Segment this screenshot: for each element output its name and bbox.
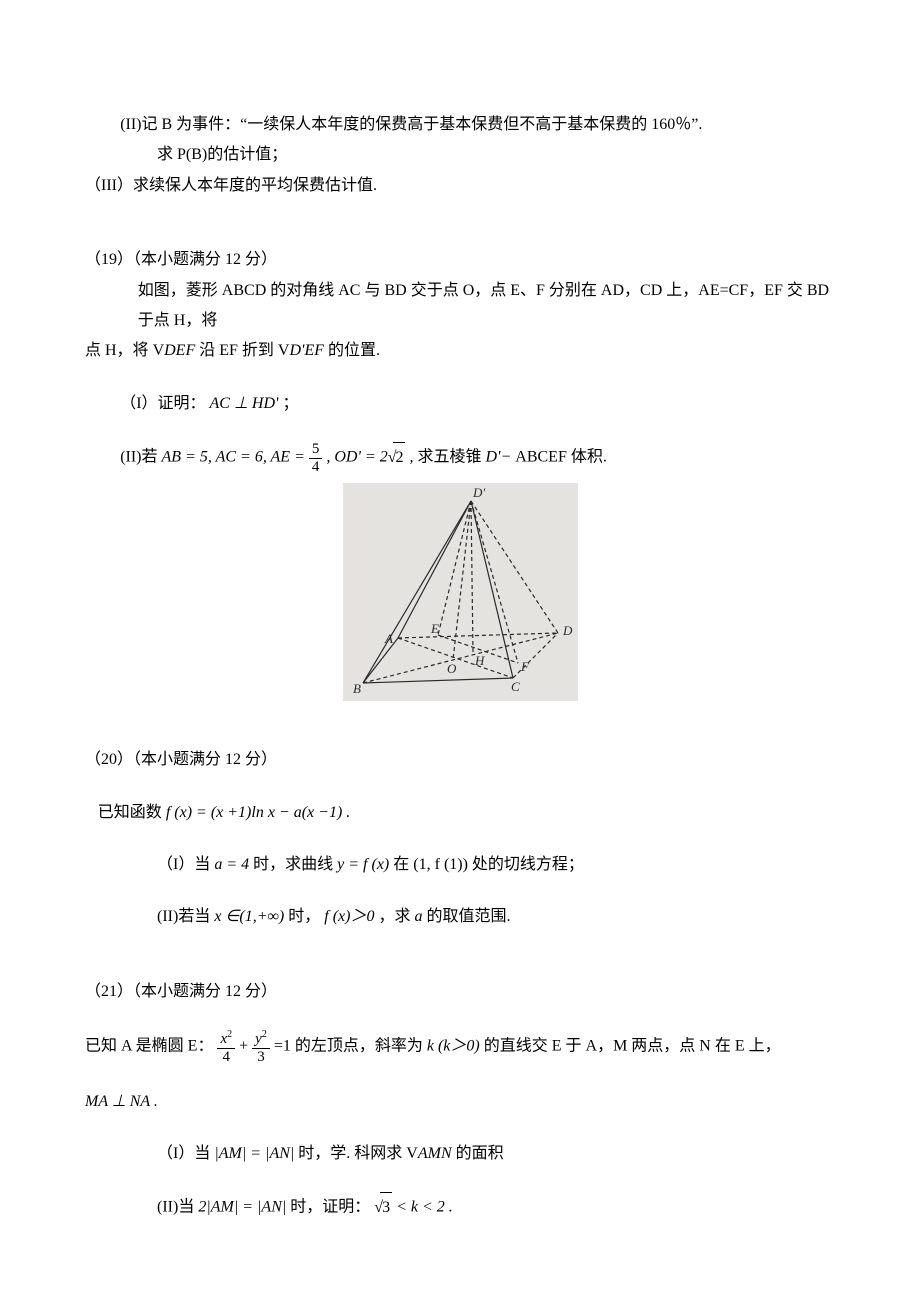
q19-p2-m4: D'− bbox=[486, 449, 516, 466]
q21-p1-m2: AMN bbox=[418, 1145, 452, 1162]
q20-part1: （I）当 a = 4 时，求曲线 y = f (x) 在 (1, f (1)) … bbox=[85, 850, 835, 880]
q21-frac1: x2 4 bbox=[217, 1029, 235, 1065]
q19-p2-m2: , OD' = 2 bbox=[326, 449, 387, 466]
fig-label-F: F bbox=[520, 659, 530, 674]
q20-p2-b: 时， bbox=[288, 908, 320, 925]
q21-frac1-den: 4 bbox=[217, 1049, 235, 1066]
q19-figure-svg: D′ A B C D E F O H bbox=[343, 483, 578, 701]
q21-plus: + bbox=[239, 1038, 252, 1055]
q20-p1-c: 在 bbox=[393, 856, 409, 873]
q21-p2-m1: 2|AM| = |AN| bbox=[198, 1198, 290, 1215]
q19-p1-math: AC ⊥ HD' bbox=[210, 395, 279, 412]
q19-VDpEF-V: V bbox=[278, 342, 290, 359]
q19-p2-m5: ABCEF bbox=[515, 449, 567, 466]
fig-label-O: O bbox=[447, 661, 457, 676]
q19-p2-sqrt: √2 bbox=[388, 442, 406, 473]
q19-p2-sqrt-rad: 2 bbox=[393, 442, 405, 473]
fig-label-D: D bbox=[562, 623, 573, 638]
q21-p1-c: 的面积 bbox=[456, 1145, 504, 1162]
q19-figure: D′ A B C D E F O H bbox=[85, 483, 835, 701]
q21-l2-math: MA ⊥ NA . bbox=[85, 1093, 158, 1110]
q21-p1-m: |AM| = |AN| bbox=[214, 1145, 294, 1162]
q20-p2-a: (II)若当 bbox=[157, 908, 210, 925]
fig-label-A: A bbox=[384, 631, 393, 646]
q20-p1-d: 处的切线方程； bbox=[472, 856, 584, 873]
q20-p1-m2: y = f (x) bbox=[337, 856, 393, 873]
q19-p2-m1: AB = 5, AC = 6, AE = bbox=[162, 449, 309, 466]
q20-header: （20）（本小题满分 12 分） bbox=[85, 745, 835, 775]
q21-p2-b: 时，证明： bbox=[290, 1198, 370, 1215]
fig-label-B: B bbox=[353, 681, 361, 696]
q20-intro-math: f (x) = (x +1)ln x − a(x −1) . bbox=[166, 804, 350, 821]
q19-p2-cn2: 体积. bbox=[571, 449, 607, 466]
q21-part2: (II)当 2|AM| = |AN| 时，证明： √3 < k < 2 . bbox=[85, 1192, 835, 1223]
q20-p1-m3: (1, f (1)) bbox=[413, 856, 468, 873]
q21-p2-sqrt-rad: 3 bbox=[380, 1192, 392, 1223]
q19-p2-m3: , bbox=[405, 449, 413, 466]
q19-p2-frac: 5 4 bbox=[309, 441, 323, 475]
q20-p2-m3: a bbox=[414, 908, 426, 925]
q21-eq: =1 bbox=[274, 1038, 291, 1055]
q20-p2-c: ，求 bbox=[378, 908, 410, 925]
q20-p2-m1: x ∈(1,+∞) bbox=[214, 908, 288, 925]
fig-label-E: E bbox=[430, 621, 439, 636]
q19-p1-label: （I）证明： bbox=[120, 395, 205, 412]
q19-p2-frac-den: 4 bbox=[309, 459, 323, 476]
q18-part3: （III）求续保人本年度的平均保费估计值. bbox=[85, 171, 835, 201]
q19-header: （19）（本小题满分 12 分） bbox=[85, 245, 835, 275]
q20-intro-cn: 已知函数 bbox=[98, 804, 162, 821]
q19-mid1: 沿 EF 折到 bbox=[199, 342, 274, 359]
q18-part2-sub-text: 求 P(B)的估计值； bbox=[157, 146, 287, 163]
q21-p2-a: (II)当 bbox=[157, 1198, 194, 1215]
q20-p2-d: 的取值范围. bbox=[426, 908, 510, 925]
q21-l1-m1: k (k＞0) bbox=[427, 1038, 480, 1055]
q19-p2-label: (II)若 bbox=[120, 449, 157, 466]
q19-body-1: 如图，菱形 ABCD 的对角线 AC 与 BD 交于点 O，点 E、F 分别在 … bbox=[85, 276, 835, 337]
q21-p1-b: 时，学. 科网求 bbox=[298, 1145, 402, 1162]
q21-frac1-num: x2 bbox=[217, 1029, 235, 1049]
q19-tail: 的位置. bbox=[328, 342, 380, 359]
q21-l1-c: 的直线交 E 于 A，M 两点，点 N 在 E 上， bbox=[484, 1038, 781, 1055]
q18-part2-sub: 求 P(B)的估计值； bbox=[85, 140, 835, 170]
q19-p1-tail: ； bbox=[282, 395, 298, 412]
q20-p1-m1: a = 4 bbox=[214, 856, 253, 873]
q18-part2: (II)记 B 为事件：“一续保人本年度的保费高于基本保费但不高于基本保费的 1… bbox=[85, 110, 835, 140]
q21-frac2-num-y: y bbox=[255, 1031, 262, 1047]
q21-l1-b: 的左顶点，斜率为 bbox=[295, 1038, 423, 1055]
q20-intro: 已知函数 f (x) = (x +1)ln x − a(x −1) . bbox=[85, 798, 835, 828]
q21-line2: MA ⊥ NA . bbox=[85, 1087, 835, 1117]
q19-p2-cn: 求五棱锥 bbox=[417, 449, 481, 466]
q20-part2: (II)若当 x ∈(1,+∞) 时， f (x)＞0 ，求 a 的取值范围. bbox=[85, 902, 835, 932]
fig-label-H: H bbox=[474, 653, 485, 668]
q19-part2: (II)若 AB = 5, AC = 6, AE = 5 4 , OD' = 2… bbox=[85, 441, 835, 475]
q20-p1-b: 时，求曲线 bbox=[253, 856, 333, 873]
q19-VDpEF: D'EF bbox=[289, 342, 324, 359]
q21-header: （21）（本小题满分 12 分） bbox=[85, 977, 835, 1007]
q21-frac2: y2 3 bbox=[252, 1029, 270, 1065]
q21-p1-m2-V: V bbox=[406, 1145, 418, 1162]
q21-frac2-den: 3 bbox=[252, 1049, 270, 1066]
q21-line1: 已知 A 是椭圆 E： x2 4 + y2 3 =1 的左顶点，斜率为 k (k… bbox=[85, 1029, 835, 1065]
fig-label-Dp: D′ bbox=[472, 485, 485, 500]
q21-p2-m2: < k < 2 . bbox=[396, 1198, 453, 1215]
q19-VDEF: DEF bbox=[164, 342, 195, 359]
q19-body-2: 点 H，将 VDEF 沿 EF 折到 VD'EF 的位置. bbox=[85, 336, 835, 366]
fig-label-C: C bbox=[511, 679, 520, 694]
q21-p2-sqrt: √3 bbox=[374, 1192, 392, 1223]
q19-part1: （I）证明： AC ⊥ HD' ； bbox=[85, 389, 835, 419]
q20-p1-a: （I）当 bbox=[157, 856, 210, 873]
q19-VDEF-V: V bbox=[153, 342, 165, 359]
q21-frac2-num: y2 bbox=[252, 1029, 270, 1049]
q19-body2-prefix: 点 H，将 bbox=[85, 342, 149, 359]
q21-p1-a: （I）当 bbox=[157, 1145, 210, 1162]
q21-l1-a: 已知 A 是椭圆 E： bbox=[85, 1038, 213, 1055]
q20-p2-m2: f (x)＞0 bbox=[324, 908, 378, 925]
q19-p2-frac-num: 5 bbox=[309, 441, 323, 459]
q21-part1: （I）当 |AM| = |AN| 时，学. 科网求 VAMN 的面积 bbox=[85, 1139, 835, 1169]
